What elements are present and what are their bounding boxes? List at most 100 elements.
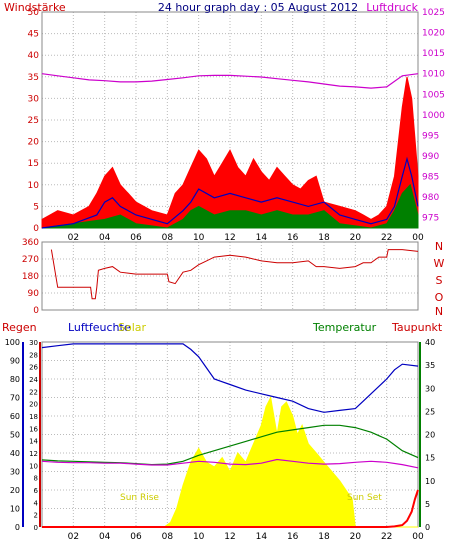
rain-tick-label: 2: [34, 512, 38, 520]
x-tick-label: 14: [256, 233, 268, 243]
direction-tick-label: 90: [28, 289, 40, 299]
x-tick-label: 14: [256, 532, 268, 542]
x-tick-label: 10: [193, 233, 205, 243]
wind-direction-tick-labels: 0 90 180 270 360: [22, 238, 39, 316]
temperature-tick-label: 40: [425, 338, 435, 347]
rain-tick-label: 24: [29, 376, 38, 384]
temperature-tick-label: 35: [425, 361, 435, 370]
x-tick-label: 16: [287, 532, 299, 542]
x-tick-label: 20: [350, 233, 362, 243]
wind-pressure-series: [41, 73, 419, 229]
x-tick-label: 22: [381, 532, 392, 542]
x-tick-label: 08: [162, 532, 174, 542]
humidity-tick-label: 10: [10, 505, 20, 514]
rain-tick-label: 28: [29, 351, 38, 359]
humidity-tick-label: 40: [10, 449, 20, 458]
x-tick-label: 06: [130, 233, 142, 243]
pressure-tick-label: 975: [422, 214, 439, 224]
wind-pressure-panel: 0510152025303540455097598098599099510001…: [4, 1, 445, 243]
rain-tick-label: 10: [29, 462, 38, 470]
series-direction: [50, 249, 419, 300]
wind-direction-frame: [41, 241, 419, 311]
temperature-tick-label: 30: [425, 384, 435, 393]
pressure-tick-label: 1025: [422, 8, 445, 18]
humidity-tick-label: 80: [10, 375, 20, 384]
wind-pressure-tick-labels: 0510152025303540455097598098599099510001…: [28, 8, 446, 243]
pressure-tick-label: 995: [422, 131, 439, 141]
temperature-tick-label: 20: [425, 431, 435, 440]
solar-label: Solar: [118, 321, 147, 334]
x-tick-label: 20: [350, 532, 362, 542]
rain-tick-label: 30: [29, 339, 38, 347]
pressure-tick-label: 1005: [422, 90, 445, 100]
wind-axis-label: Windstärke: [4, 1, 66, 14]
x-tick-label: 18: [318, 233, 330, 243]
humidity-tick-label: 20: [10, 486, 20, 495]
compass-label-o: O: [435, 291, 444, 304]
rain-tick-label: 20: [29, 401, 38, 409]
temperature-tick-label: 5: [425, 500, 430, 509]
x-tick-label: 12: [224, 233, 235, 243]
compass-label-s: S: [436, 274, 443, 287]
compass-label-n-bottom: N: [435, 305, 443, 318]
rain-humidity-temperature-panel: 0102030405060708090100024681012141618202…: [2, 321, 443, 542]
sunset-label: Sun Set: [347, 493, 382, 503]
temperature-tick-label: 0: [425, 523, 430, 532]
direction-tick-label: 0: [33, 306, 39, 316]
x-tick-label: 16: [287, 233, 299, 243]
humidity-tick-label: 30: [10, 468, 20, 477]
sunrise-label: Sun Rise: [120, 493, 159, 503]
wind-tick-label: 45: [28, 30, 39, 40]
humidity-tick-label: 50: [10, 431, 20, 440]
rain-tick-label: 16: [29, 425, 38, 433]
series-wind: [41, 156, 419, 229]
wind-tick-label: 0: [33, 224, 39, 234]
pressure-tick-label: 1010: [422, 70, 445, 80]
pressure-tick-label: 1020: [422, 29, 445, 39]
rain-tick-label: 6: [34, 487, 39, 495]
wind-pressure-grid: [42, 12, 419, 228]
temperature-tick-label: 15: [425, 454, 435, 463]
humidity-tick-label: 100: [5, 338, 20, 347]
humidity-label: Luftfeuchte: [68, 321, 131, 334]
wind-tick-label: 30: [28, 94, 40, 104]
temperature-label: Temperatur: [312, 321, 377, 334]
x-tick-label: 08: [162, 233, 174, 243]
wind-direction-series: [50, 249, 419, 300]
wind-tick-label: 25: [28, 116, 39, 126]
temperature-tick-label: 25: [425, 407, 435, 416]
chart-title: 24 hour graph day : 05 August 2012: [158, 1, 358, 14]
pressure-tick-label: 1000: [422, 111, 445, 121]
wind-tick-label: 35: [28, 73, 39, 83]
x-tick-label: 04: [99, 532, 111, 542]
direction-tick-label: 270: [22, 255, 39, 265]
pressure-tick-label: 1015: [422, 49, 445, 59]
rain-humidity-temperature-series: [41, 343, 419, 528]
series-temperature: [41, 424, 419, 466]
rain-tick-label: 4: [34, 499, 39, 507]
x-tick-label: 06: [130, 532, 142, 542]
rain-humidity-temperature-tick-labels: 0102030405060708090100024681012141618202…: [5, 338, 435, 542]
humidity-tick-label: 0: [15, 523, 20, 532]
rain-tick-label: 14: [29, 438, 38, 446]
wind-direction-panel: 0 90 180 270 360 N W S O N: [22, 238, 445, 318]
humidity-tick-label: 70: [10, 394, 20, 403]
x-tick-label: 18: [318, 532, 330, 542]
dewpoint-label: Taupunkt: [391, 321, 443, 334]
wind-tick-label: 15: [28, 159, 39, 169]
series-humidity: [41, 343, 419, 413]
series-wind-avg: [41, 183, 419, 229]
x-tick-label: 00: [412, 532, 424, 542]
series-pressure: [41, 73, 419, 89]
humidity-tick-label: 60: [10, 412, 20, 421]
series-gust: [41, 76, 419, 229]
pressure-tick-label: 980: [422, 193, 439, 203]
pressure-axis-label: Luftdruck: [366, 1, 418, 14]
x-tick-label: 02: [68, 532, 79, 542]
series-rain: [42, 489, 419, 528]
pressure-tick-label: 985: [422, 173, 439, 183]
direction-tick-label: 360: [22, 238, 39, 248]
x-tick-label: 00: [412, 233, 424, 243]
x-tick-label: 12: [224, 532, 235, 542]
